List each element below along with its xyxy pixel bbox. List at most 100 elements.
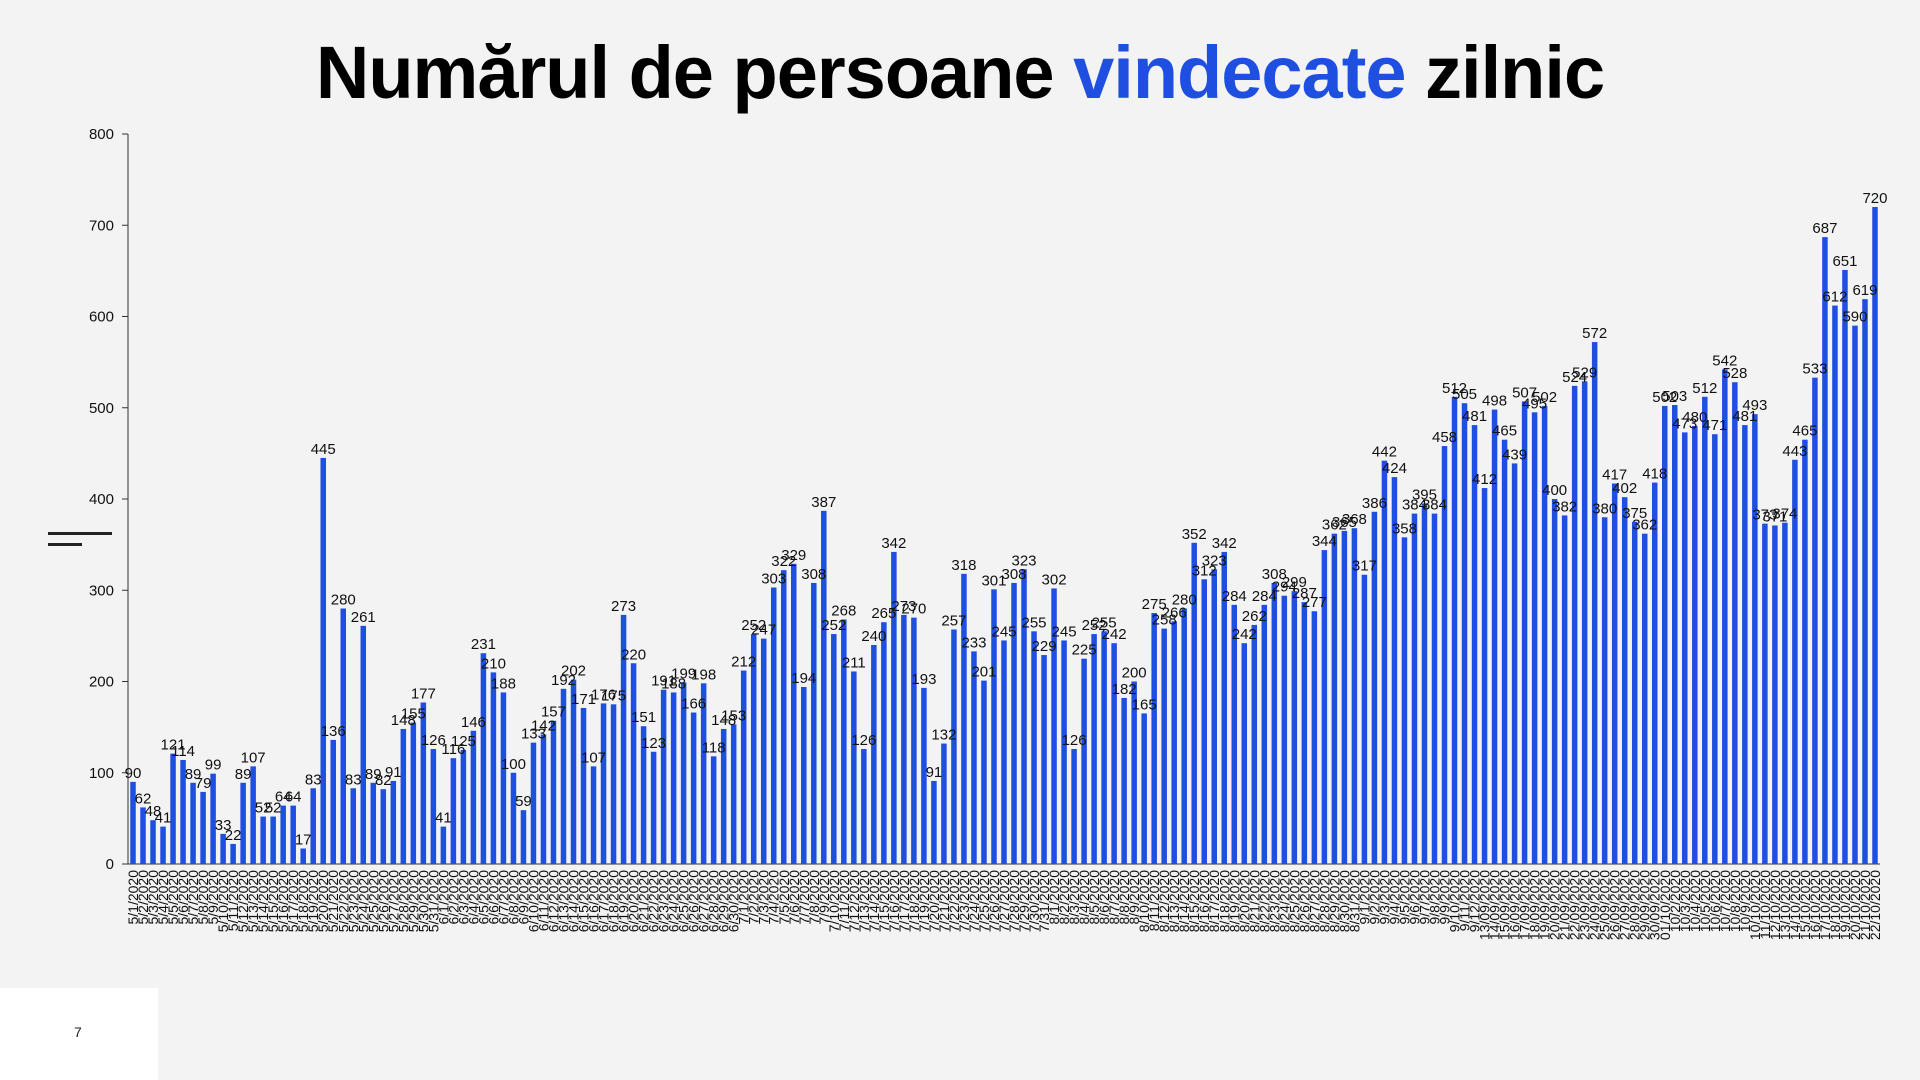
data-label: 400 — [1542, 482, 1567, 499]
data-label: 424 — [1382, 460, 1407, 477]
x-tick-label: 6/8/2020 — [505, 870, 521, 925]
x-tick-label: 5/15/2020 — [265, 870, 281, 932]
bar — [490, 672, 497, 865]
bar — [1561, 515, 1568, 864]
x-tick-label: 9/4/2020 — [1386, 870, 1402, 925]
data-label: 132 — [931, 727, 956, 744]
data-label: 481 — [1462, 408, 1487, 425]
x-tick-label: 17/10/2020 — [1817, 870, 1833, 940]
data-label: 188 — [491, 675, 516, 692]
bar — [260, 816, 266, 864]
bar — [1261, 604, 1268, 864]
data-label: 612 — [1822, 289, 1847, 306]
y-tick-label: 400 — [89, 491, 114, 508]
bar — [1151, 613, 1157, 864]
x-tick-label: 5/18/2020 — [295, 870, 311, 932]
data-label: 100 — [501, 756, 526, 773]
x-tick-label: 8/2/2020 — [1056, 870, 1072, 925]
x-tick-label: 6/23/2020 — [656, 870, 672, 932]
x-tick-label: 6/6/2020 — [485, 870, 501, 925]
x-tick-label: 10/8/2020 — [1727, 870, 1743, 932]
data-label: 651 — [1832, 253, 1857, 270]
data-label: 91 — [385, 764, 402, 781]
x-tick-label: 7/19/2020 — [916, 870, 932, 932]
data-label: 64 — [285, 789, 302, 806]
x-tick-label: 8/4/2020 — [1076, 870, 1092, 925]
x-tick-label: 9/3/2020 — [1376, 870, 1392, 925]
x-tick-label: 5/2/2020 — [135, 870, 151, 925]
data-label: 200 — [1122, 665, 1147, 682]
x-tick-label: 10/10/2020 — [1747, 870, 1763, 940]
y-tick-label: 700 — [89, 217, 114, 234]
x-tick-label: 8/7/2020 — [1106, 870, 1122, 925]
x-tick-label: 9/5/2020 — [1396, 870, 1412, 925]
data-label: 123 — [641, 735, 666, 752]
data-label: 382 — [1552, 498, 1577, 515]
bar — [1822, 237, 1828, 865]
bar — [1581, 381, 1588, 864]
bar — [1762, 523, 1768, 864]
x-tick-label: 9/11/2020 — [1457, 870, 1473, 931]
y-tick-label: 0 — [106, 856, 114, 873]
data-label: 317 — [1352, 558, 1377, 575]
bar — [1451, 396, 1458, 864]
data-label: 148 — [391, 712, 416, 729]
bar — [1692, 426, 1698, 864]
x-tick-label: 7/23/2020 — [956, 870, 972, 932]
bar — [720, 728, 727, 864]
bar — [1271, 582, 1278, 864]
bar — [1171, 621, 1177, 864]
x-tick-label: 8/20/2020 — [1236, 870, 1252, 932]
data-label: 199 — [671, 665, 696, 682]
bar — [1371, 511, 1378, 864]
data-label: 126 — [1062, 732, 1087, 749]
bar — [300, 848, 306, 864]
data-label: 89 — [185, 766, 202, 783]
bar — [1662, 405, 1668, 864]
bar — [1712, 434, 1718, 864]
x-tick-label: 7/15/2020 — [876, 870, 892, 932]
x-tick-label: 7/17/2020 — [896, 870, 912, 932]
x-tick-label: 6/16/2020 — [586, 870, 602, 932]
x-tick-label: 8/8/2020 — [1116, 870, 1132, 925]
bar — [1131, 681, 1137, 864]
bar — [360, 625, 367, 864]
data-label: 395 — [1412, 487, 1437, 504]
bar — [1191, 542, 1197, 864]
bar — [1341, 530, 1348, 864]
bar — [1862, 299, 1868, 864]
data-label: 275 — [1142, 596, 1167, 613]
bar — [1511, 463, 1518, 864]
x-tick-label: 30/09/2020 — [1647, 870, 1663, 940]
x-tick-label: 8/11/2020 — [1146, 870, 1162, 931]
bar — [1591, 342, 1598, 864]
data-label: 194 — [791, 670, 816, 687]
x-tick-label: 7/4/2020 — [766, 870, 782, 925]
x-tick-labels-group: 5/1/20205/2/20205/3/20205/4/20205/5/2020… — [125, 870, 1883, 940]
bar — [440, 826, 447, 864]
data-label: 344 — [1312, 533, 1337, 550]
x-tick-label: 5/9/2020 — [205, 870, 221, 925]
data-label: 107 — [581, 749, 606, 766]
x-tick-label: 22/09/2020 — [1567, 870, 1583, 940]
x-tick-label: 6/9/2020 — [515, 870, 531, 925]
bar — [1651, 482, 1658, 864]
x-tick-label: 26/09/2020 — [1607, 870, 1623, 940]
x-tick-label: 7/28/2020 — [1006, 870, 1022, 932]
page-title: Numărul de persoane vindecate zilnic — [0, 30, 1920, 115]
x-tick-label: 6/11/2020 — [535, 870, 551, 931]
bar — [811, 582, 817, 864]
data-label: 148 — [711, 712, 736, 729]
bar — [180, 759, 186, 864]
bar — [1081, 658, 1087, 864]
data-label: 277 — [1302, 594, 1327, 611]
data-label: 90 — [125, 765, 142, 782]
bar — [630, 663, 637, 864]
data-label: 257 — [941, 612, 966, 629]
data-label: 41 — [155, 810, 172, 827]
bar — [1461, 403, 1468, 864]
x-tick-label: 21/10/2020 — [1857, 870, 1873, 940]
bar — [1842, 269, 1848, 865]
x-tick-label: 18/09/2020 — [1527, 870, 1543, 940]
